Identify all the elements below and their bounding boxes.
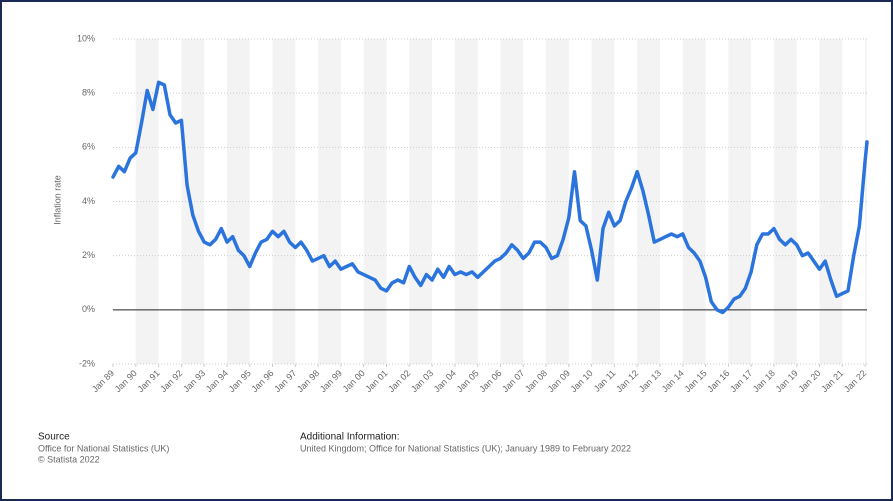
bands [135,39,867,364]
y-axis-label: Inflation rate [52,175,62,225]
y-tick-label: 6% [82,142,95,152]
y-tick-label: -2% [79,358,95,368]
year-band [500,39,524,364]
plot [111,80,869,315]
grid [112,38,867,367]
info-text: United Kingdom; Office for National Stat… [300,443,631,453]
source-title: Source [38,432,70,443]
source-line: © Statista 2022 [38,454,100,464]
y-tick-label: 2% [82,250,95,260]
year-band [363,39,387,364]
year-band [637,39,660,364]
y-tick-label: 8% [82,88,95,98]
info-title: Additional Information: [300,432,400,443]
y-tick-label: 4% [82,196,95,206]
y-tick-label: 0% [82,304,95,314]
year-band [454,39,478,364]
year-band [272,39,296,364]
year-band [226,39,250,364]
y-tick-label: 10% [77,33,95,43]
line [111,80,869,315]
year-band [728,39,752,364]
year-band [409,39,433,364]
year-band [591,39,615,364]
year-band [682,39,706,364]
year-band [181,39,205,364]
source-line: Office for National Statistics (UK) [38,443,169,453]
